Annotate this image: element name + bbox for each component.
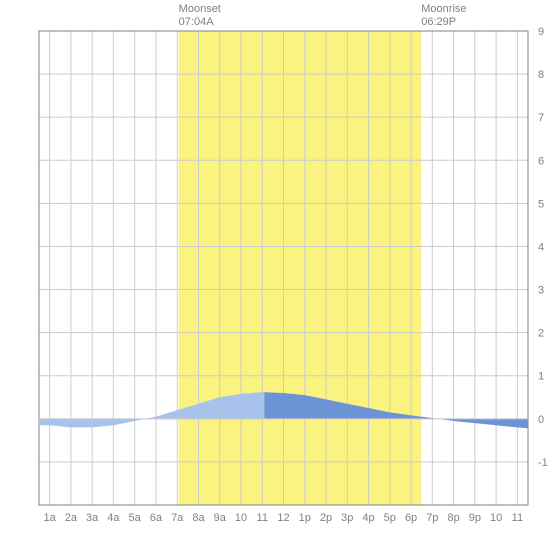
x-axis-label: 6p <box>405 512 417 524</box>
x-axis-label: 3p <box>341 512 353 524</box>
x-axis-label: 8p <box>447 512 459 524</box>
x-axis-label: 2a <box>65 512 78 524</box>
y-axis-label: 6 <box>538 155 544 167</box>
daylight-band <box>179 31 422 505</box>
tide-chart: 1a2a3a4a5a6a7a8a9a1011121p2p3p4p5p6p7p8p… <box>0 0 550 550</box>
y-axis-label: 9 <box>538 26 544 38</box>
y-axis-label: 0 <box>538 414 544 426</box>
y-axis-label: 2 <box>538 328 544 340</box>
y-axis-label: 5 <box>538 198 544 210</box>
top-label-time: 07:04A <box>179 16 215 28</box>
x-axis-label: 2p <box>320 512 332 524</box>
x-axis-label: 9p <box>469 512 481 524</box>
x-axis-label: 1a <box>44 512 57 524</box>
y-axis-label: 7 <box>538 112 544 124</box>
top-label-time: 06:29P <box>421 16 456 28</box>
x-axis-label: 11 <box>512 512 523 524</box>
x-axis-label: 7a <box>171 512 184 524</box>
x-axis-label: 12 <box>277 512 289 524</box>
x-axis-label: 8a <box>192 512 205 524</box>
y-axis-label: 3 <box>538 285 544 297</box>
x-axis-label: 6a <box>150 512 163 524</box>
x-axis-label: 3a <box>86 512 99 524</box>
x-axis-label: 9a <box>214 512 227 524</box>
x-axis-label: 4p <box>362 512 374 524</box>
x-axis-label: 1p <box>299 512 311 524</box>
x-axis-label: 10 <box>490 512 502 524</box>
x-axis-label: 11 <box>257 512 268 524</box>
x-axis-label: 4a <box>107 512 120 524</box>
x-axis-label: 10 <box>235 512 247 524</box>
top-label-title: Moonset <box>179 3 221 15</box>
y-axis-label: 8 <box>538 69 544 81</box>
x-axis-label: 5p <box>384 512 396 524</box>
x-axis-label: 5a <box>129 512 142 524</box>
top-label-title: Moonrise <box>421 3 466 15</box>
y-axis-label: -1 <box>538 457 548 469</box>
chart-svg: 1a2a3a4a5a6a7a8a9a1011121p2p3p4p5p6p7p8p… <box>0 0 550 550</box>
y-axis-label: 1 <box>538 371 544 383</box>
x-axis-label: 7p <box>426 512 438 524</box>
y-axis-label: 4 <box>538 241 544 253</box>
